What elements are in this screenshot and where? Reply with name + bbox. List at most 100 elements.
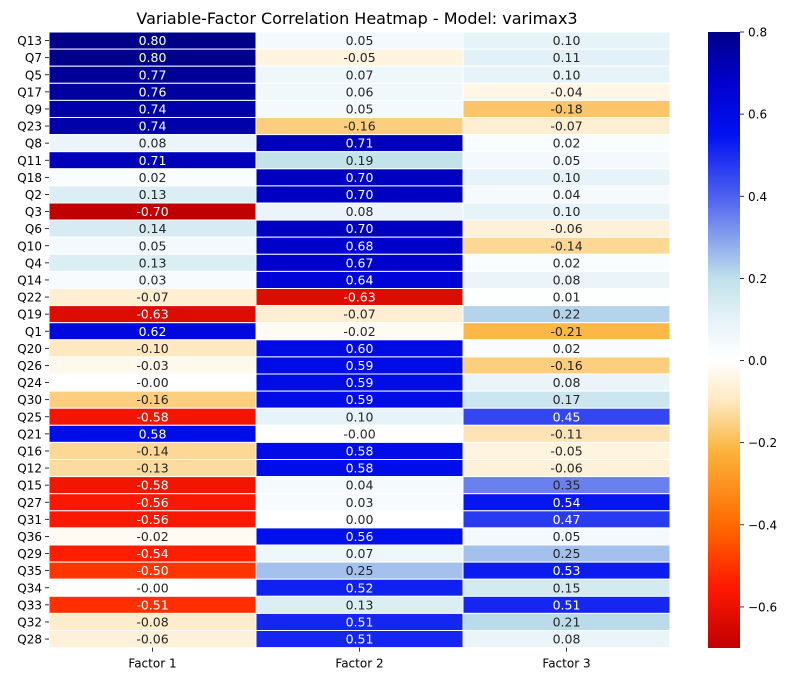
cell-value-label: 0.07: [346, 546, 374, 561]
cell-value-label: 0.02: [553, 341, 581, 356]
cell-value-label: 0.70: [346, 221, 374, 236]
cell-value-label: 0.52: [346, 580, 374, 595]
row-label: Q9: [25, 102, 42, 116]
colorbar-tick-label: 0.6: [748, 108, 767, 122]
cell-value-label: -0.08: [136, 614, 168, 629]
cell-value-label: 0.80: [139, 33, 167, 48]
row-label: Q35: [17, 564, 42, 578]
cell-value-label: -0.00: [136, 580, 168, 595]
row-label: Q27: [17, 496, 42, 510]
colorbar-tick-label: 0.4: [748, 190, 767, 204]
colorbar-tick-label: 0.8: [748, 26, 767, 40]
cell-value-label: -0.05: [550, 443, 582, 458]
cell-value-label: -0.04: [550, 84, 582, 99]
cell-value-label: 0.70: [346, 187, 374, 202]
cell-value-label: 0.60: [346, 341, 374, 356]
row-label: Q31: [17, 513, 42, 527]
cell-value-label: 0.25: [553, 546, 581, 561]
cell-value-label: 0.10: [346, 409, 374, 424]
cell-value-label: 0.01: [553, 290, 581, 305]
cell-value-label: -0.54: [136, 546, 168, 561]
cell-value-label: -0.51: [136, 597, 168, 612]
cell-value-label: -0.56: [136, 512, 168, 527]
cell-value-label: -0.63: [343, 290, 375, 305]
cell-value-label: 0.08: [139, 136, 167, 151]
row-label: Q28: [17, 633, 42, 647]
column-label: Factor 1: [128, 657, 176, 671]
cell-value-label: -0.11: [550, 426, 582, 441]
cell-value-label: 0.58: [346, 461, 374, 476]
row-label: Q17: [17, 85, 42, 99]
cell-value-label: 0.76: [139, 84, 167, 99]
cell-value-label: -0.06: [550, 221, 582, 236]
cell-value-label: -0.70: [136, 204, 168, 219]
cell-value-label: 0.05: [346, 33, 374, 48]
cell-value-label: 0.59: [346, 392, 374, 407]
chart-title: Variable-Factor Correlation Heatmap - Mo…: [136, 9, 577, 28]
cell-value-label: 0.13: [139, 255, 167, 270]
cell-value-label: -0.07: [343, 307, 375, 322]
row-label: Q33: [17, 598, 42, 612]
cell-value-label: 0.58: [346, 443, 374, 458]
cell-value-label: 0.25: [346, 563, 374, 578]
cell-value-label: -0.21: [550, 324, 582, 339]
cell-value-label: 0.51: [553, 597, 581, 612]
cell-value-label: 0.08: [553, 375, 581, 390]
cell-value-label: 0.74: [139, 119, 167, 134]
cell-value-label: 0.02: [139, 170, 167, 185]
cell-value-label: 0.04: [553, 187, 581, 202]
cell-value-label: 0.56: [346, 529, 374, 544]
colorbar-tick-label: −0.2: [748, 436, 777, 450]
cell-value-label: 0.70: [346, 170, 374, 185]
cell-value-label: -0.14: [136, 443, 168, 458]
row-label: Q18: [17, 171, 42, 185]
column-tick-labels: Factor 1 Factor 2 Factor 3: [128, 647, 591, 671]
row-label: Q7: [25, 51, 42, 65]
row-label: Q8: [25, 137, 42, 151]
colorbar: [708, 32, 740, 648]
cell-value-label: 0.03: [346, 495, 374, 510]
row-label: Q11: [17, 154, 42, 168]
row-label: Q24: [17, 376, 42, 390]
cell-value-label: 0.10: [553, 33, 581, 48]
cell-value-label: -0.58: [136, 409, 168, 424]
row-label: Q29: [17, 547, 42, 561]
colorbar-tick-label: 0.0: [748, 354, 767, 368]
row-label: Q26: [17, 359, 42, 373]
cell-value-label: 0.58: [139, 426, 167, 441]
cell-value-label: 0.08: [346, 204, 374, 219]
row-tick-labels: Q13 Q7 Q5 Q17 Q9 Q23 Q8 Q11 Q18 Q2 Q3 Q6 Q10 Q4 Q14 Q22…: [17, 34, 49, 647]
cell-value-label: 0.00: [346, 512, 374, 527]
cell-value-label: 0.45: [553, 409, 581, 424]
cell-value-label: 0.15: [553, 580, 581, 595]
cell-value-label: 0.51: [346, 632, 374, 647]
row-label: Q3: [25, 205, 42, 219]
heatmap-cells: 0.80 0.05 0.10 0.80 -0.05 0.11 0.77 0.07 0.10 0.7…: [48, 31, 671, 649]
cell-value-label: 0.05: [553, 529, 581, 544]
cell-value-label: -0.16: [343, 119, 375, 134]
row-label: Q34: [17, 581, 42, 595]
cell-value-label: -0.03: [136, 358, 168, 373]
cell-value-label: 0.77: [139, 67, 167, 82]
cell-value-label: -0.13: [136, 461, 168, 476]
cell-value-label: 0.05: [139, 238, 167, 253]
cell-value-label: -0.06: [136, 632, 168, 647]
column-label: Factor 3: [542, 657, 590, 671]
row-label: Q30: [17, 393, 42, 407]
row-label: Q14: [17, 273, 42, 287]
cell-value-label: 0.51: [346, 614, 374, 629]
cell-value-label: 0.17: [553, 392, 581, 407]
cell-value-label: -0.00: [343, 426, 375, 441]
cell-value-label: -0.18: [550, 101, 582, 116]
cell-value-label: 0.02: [553, 255, 581, 270]
cell-value-label: 0.13: [346, 597, 374, 612]
cell-value-label: -0.63: [136, 307, 168, 322]
row-label: Q32: [17, 615, 42, 629]
row-label: Q10: [17, 239, 42, 253]
column-label: Factor 2: [335, 657, 383, 671]
row-label: Q2: [25, 188, 42, 202]
colorbar-tick-label: −0.4: [748, 518, 777, 532]
row-label: Q36: [17, 530, 42, 544]
row-label: Q13: [17, 34, 42, 48]
